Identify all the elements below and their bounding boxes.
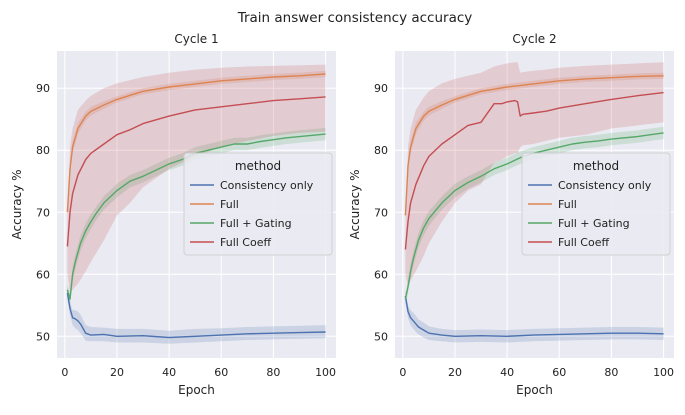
legend-entry-full-coeff: Full Coeff: [220, 236, 271, 249]
legend-entry-full-gating: Full + Gating: [220, 217, 292, 230]
legend-entry-full-coeff: Full Coeff: [558, 236, 609, 249]
series-line-consistency-only: [66, 292, 326, 339]
y-tick-label: 90: [374, 82, 388, 95]
legend: method Consistency only Full Full + Gating F…: [521, 152, 671, 256]
y-tick-label: 50: [36, 330, 50, 343]
subplot-title: Cycle 2: [512, 32, 556, 46]
series-line-full: [66, 73, 326, 213]
y-tick-label: 60: [374, 268, 388, 281]
subplot-cycle-2: 0 20 40 60 80 100 50 60 70 80 90 Cycle 2 Epoch Accura…: [348, 32, 674, 397]
x-tick-label: 40: [162, 366, 176, 379]
series-line-full-gating: [404, 132, 664, 300]
x-tick-label: 80: [266, 366, 280, 379]
y-axis-label: Accuracy %: [10, 169, 24, 239]
x-tick-label: 60: [214, 366, 228, 379]
x-tick-label: 60: [552, 366, 566, 379]
legend-entry-consistency-only: Consistency only: [220, 179, 314, 192]
ci-band-consistency-only: [405, 289, 664, 343]
series-line-full-gating: [66, 133, 326, 300]
x-axis-label: Epoch: [178, 383, 215, 397]
y-tick-label: 80: [36, 144, 50, 157]
y-tick-label: 70: [36, 206, 50, 219]
ci-band-full-coeff: [67, 64, 326, 293]
y-tick-label: 90: [36, 82, 50, 95]
y-tick-label: 80: [374, 144, 388, 157]
x-tick-label: 40: [500, 366, 514, 379]
x-tick-label: 80: [604, 366, 618, 379]
x-tick-label: 20: [448, 366, 462, 379]
series-line-full-coeff: [404, 91, 664, 250]
y-axis-label: Accuracy %: [348, 169, 362, 239]
series-line-full: [404, 75, 664, 216]
x-tick-label: 20: [110, 366, 124, 379]
legend-title: method: [573, 159, 619, 173]
y-tick-label: 50: [374, 330, 388, 343]
ci-band-full-coeff: [405, 62, 664, 287]
ci-band-consistency-only: [67, 286, 326, 344]
legend-box: [183, 152, 333, 256]
legend-entry-full: Full: [558, 198, 577, 211]
x-tick-label: 100: [653, 366, 674, 379]
legend-box: [521, 152, 671, 256]
subplot-cycle-1: 0 20 40 60 80 100 50 60 70 80 90 Cycle 1 Epoch Accura…: [10, 32, 336, 397]
figure-title: Train answer consistency accuracy: [237, 10, 473, 26]
subplot-title: Cycle 1: [174, 32, 218, 46]
y-tick-label: 60: [36, 268, 50, 281]
series-line-full-coeff: [66, 96, 326, 247]
legend: method Consistency only Full Full + Gating F…: [183, 152, 333, 256]
x-tick-label: 100: [315, 366, 336, 379]
y-tick-label: 70: [374, 206, 388, 219]
x-tick-label: 0: [61, 366, 68, 379]
x-axis-label: Epoch: [516, 383, 553, 397]
legend-entry-full: Full: [220, 198, 239, 211]
legend-entry-consistency-only: Consistency only: [558, 179, 652, 192]
legend-entry-full-gating: Full + Gating: [558, 217, 630, 230]
legend-title: method: [235, 159, 281, 173]
x-tick-label: 0: [399, 366, 406, 379]
series-line-consistency-only: [404, 295, 664, 337]
